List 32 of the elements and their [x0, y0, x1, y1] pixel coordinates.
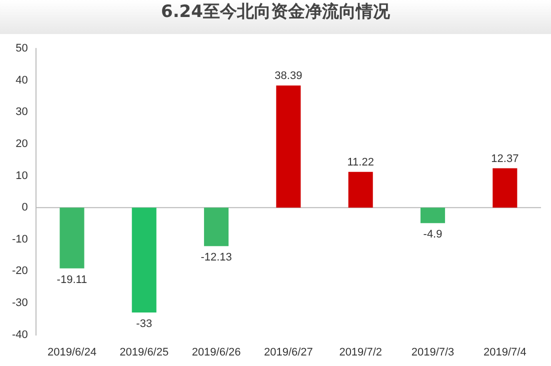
bar — [132, 208, 156, 313]
bar — [348, 172, 373, 208]
bar — [492, 168, 518, 208]
y-tick-label: -20 — [12, 265, 28, 278]
x-tick-label: 2019/7/4 — [484, 346, 526, 358]
x-tick-label: 2019/6/27 — [264, 346, 313, 358]
y-tick-label: -40 — [12, 328, 28, 341]
data-label: -12.13 — [200, 252, 232, 264]
y-tick-label: 20 — [16, 138, 28, 150]
y-tick-label: 0 — [22, 202, 28, 214]
y-tick-label: 40 — [16, 74, 28, 86]
data-label: -33 — [136, 318, 152, 330]
x-tick-label: 2019/6/26 — [192, 346, 241, 358]
data-label: -19.11 — [56, 274, 88, 286]
y-tick-label: -30 — [12, 297, 28, 310]
y-tick-label: 10 — [16, 170, 28, 182]
bar — [204, 208, 229, 246]
bar — [60, 208, 84, 268]
x-tick-label: 2019/6/24 — [48, 346, 96, 358]
y-tick-label: 30 — [16, 106, 28, 118]
x-tick-label: 2019/7/2 — [339, 346, 382, 358]
y-tick-label: 50 — [16, 42, 28, 55]
x-tick-label: 2019/6/25 — [120, 346, 169, 358]
data-label: 38.39 — [274, 70, 302, 82]
y-tick-label: -10 — [12, 233, 28, 246]
bar — [420, 208, 446, 224]
data-label: 12.37 — [491, 152, 519, 165]
data-label: -4.9 — [423, 228, 442, 241]
chart-title: 6.24至今北向资金净流向情况 — [0, 0, 551, 34]
data-label: 11.22 — [347, 156, 374, 168]
bar — [276, 86, 301, 208]
x-tick-label: 2019/7/3 — [411, 346, 454, 358]
